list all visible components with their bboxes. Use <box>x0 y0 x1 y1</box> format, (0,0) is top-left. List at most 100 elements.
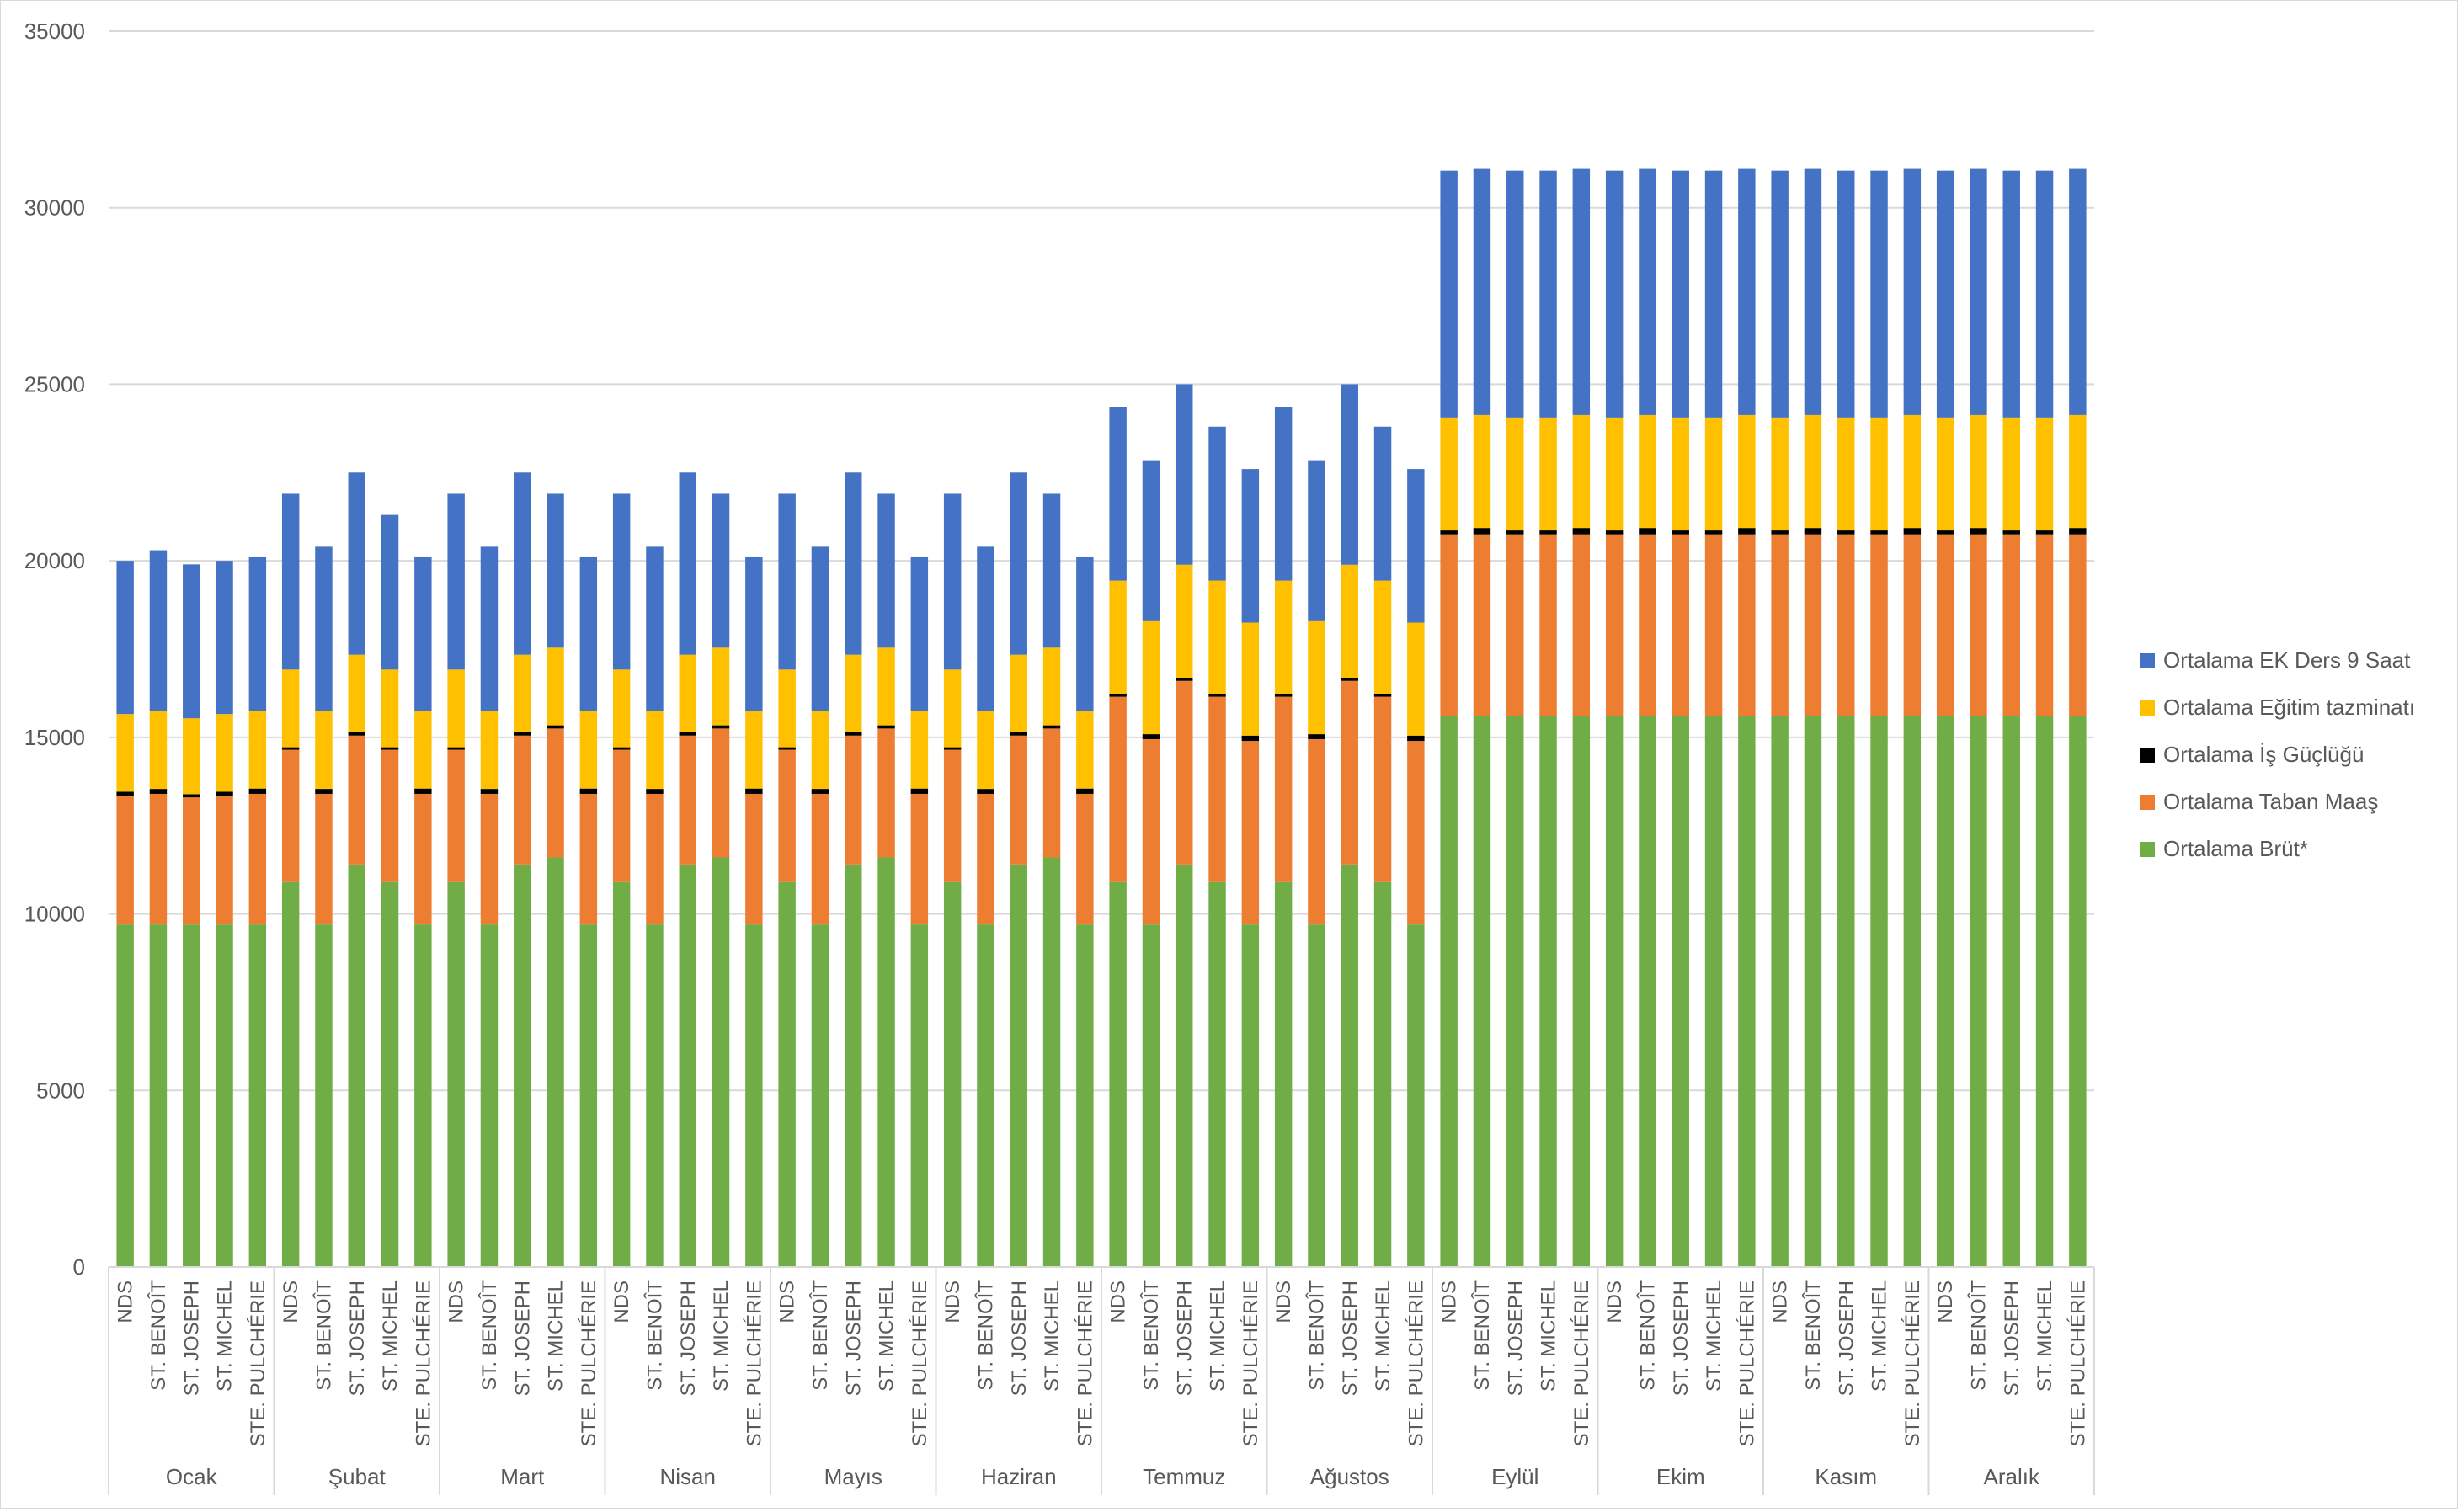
x-tick-label: ST. MICHEL <box>214 1280 237 1392</box>
bar-segment <box>1605 170 1624 418</box>
bar-segment <box>2035 534 2054 716</box>
x-tick-label: STE. PULCHÉRIE <box>2066 1280 2089 1446</box>
bar-segment <box>1308 738 1325 925</box>
bar-segment <box>679 732 696 736</box>
bar-segment <box>1970 414 1987 529</box>
month-label: Haziran <box>981 1464 1057 1489</box>
month-label: Temmuz <box>1143 1464 1225 1489</box>
bar-segment <box>1042 647 1061 726</box>
x-tick-label: ST. BENOÎT <box>1140 1280 1163 1391</box>
bar-segment <box>216 924 233 1267</box>
bar-segment <box>1870 534 1888 716</box>
bar-segment <box>1506 534 1524 716</box>
bar-segment <box>414 793 432 925</box>
bar-segment <box>1373 696 1392 882</box>
bar-segment <box>1076 556 1094 711</box>
bar-segment <box>612 749 631 882</box>
bar-segment <box>612 747 631 750</box>
bar-segment <box>811 546 829 711</box>
bar-segment <box>547 857 564 1267</box>
bar-segment <box>381 881 399 1267</box>
bar-segment <box>315 924 333 1267</box>
bar-segment <box>1308 924 1325 1267</box>
bar-segment <box>1308 460 1325 621</box>
bar-segment <box>514 654 531 732</box>
bar-segment <box>547 725 564 729</box>
bar-segment <box>910 711 929 789</box>
month-label: Ekim <box>1656 1464 1705 1489</box>
bar-segment <box>1440 534 1458 716</box>
bar-segment <box>612 669 631 748</box>
bars <box>116 168 2087 1267</box>
bar-segment <box>116 924 134 1267</box>
bar-segment <box>447 747 465 750</box>
bar-segment <box>183 718 200 795</box>
bar-segment <box>1109 881 1127 1267</box>
bar-segment <box>1274 407 1293 581</box>
bar-segment <box>1771 417 1789 531</box>
bar-segment <box>1804 528 1822 535</box>
month-label: Ocak <box>166 1464 218 1489</box>
x-tick-label: ST. MICHEL <box>710 1280 733 1392</box>
x-tick-label: NDS <box>1107 1280 1130 1323</box>
bar-segment <box>977 789 994 794</box>
bar-segment <box>1473 716 1491 1267</box>
bar-segment <box>1804 168 1822 415</box>
bar-segment <box>712 728 730 858</box>
bar-segment <box>348 735 365 865</box>
y-tick-label: 0 <box>73 1254 85 1280</box>
bar-segment <box>1176 564 1193 678</box>
bar-segment <box>579 788 598 794</box>
bar-segment <box>712 725 730 729</box>
x-tick-label: STE. PULCHÉRIE <box>1570 1280 1593 1446</box>
bar-segment <box>1539 534 1557 716</box>
bar-segment <box>943 669 962 748</box>
bar-segment <box>1341 384 1358 565</box>
bar-segment <box>514 732 531 736</box>
bar-segment <box>315 546 333 711</box>
bar-segment <box>1704 417 1723 531</box>
x-tick-label: ST. BENOÎT <box>1305 1280 1328 1391</box>
bar-segment <box>845 732 862 736</box>
bar-segment <box>1042 493 1061 648</box>
bar-segment <box>1274 580 1293 694</box>
bar-segment <box>1373 426 1392 581</box>
bar-segment <box>977 924 994 1267</box>
bar-segment <box>1241 469 1260 623</box>
bar-segment <box>811 924 829 1267</box>
bar-segment <box>1241 924 1260 1267</box>
bar-segment <box>1970 168 1987 415</box>
bar-segment <box>1341 677 1358 681</box>
bar-segment <box>845 735 862 865</box>
bar-segment <box>1903 534 1922 716</box>
bar-segment <box>2069 716 2087 1267</box>
bar-segment <box>1407 622 1425 736</box>
x-tick-label: ST. MICHEL <box>1207 1280 1229 1392</box>
bar-segment <box>248 556 267 711</box>
bar-segment <box>845 864 862 1267</box>
month-label: Mayıs <box>824 1464 882 1489</box>
bar-segment <box>977 711 994 790</box>
x-tick-label: ST. JOSEPH <box>1670 1280 1693 1396</box>
bar-segment <box>1142 620 1160 735</box>
bar-segment <box>447 669 465 748</box>
bar-segment <box>1738 716 1756 1267</box>
month-label: Eylül <box>1491 1464 1538 1489</box>
bar-segment <box>1903 716 1922 1267</box>
bar-segment <box>2069 528 2087 535</box>
x-tick-label: STE. PULCHÉRIE <box>1901 1280 1924 1446</box>
bar-segment <box>1208 881 1226 1267</box>
bar-segment <box>1076 788 1094 794</box>
bar-segment <box>1042 728 1061 858</box>
bar-segment <box>1870 417 1888 531</box>
bar-segment <box>1076 793 1094 925</box>
x-axis: NDS ST. BENOÎT ST. JOSEPH ST. MICHEL STE. PU… <box>108 1266 2095 1495</box>
legend-swatch <box>2140 842 2155 857</box>
bar-segment <box>1572 168 1591 415</box>
bar-segment <box>183 794 200 798</box>
bar-segment <box>216 714 233 792</box>
bar-segment <box>1274 693 1293 697</box>
x-tick-label: ST. JOSEPH <box>677 1280 700 1396</box>
bar-segment <box>1042 857 1061 1267</box>
bar-segment <box>745 556 763 711</box>
